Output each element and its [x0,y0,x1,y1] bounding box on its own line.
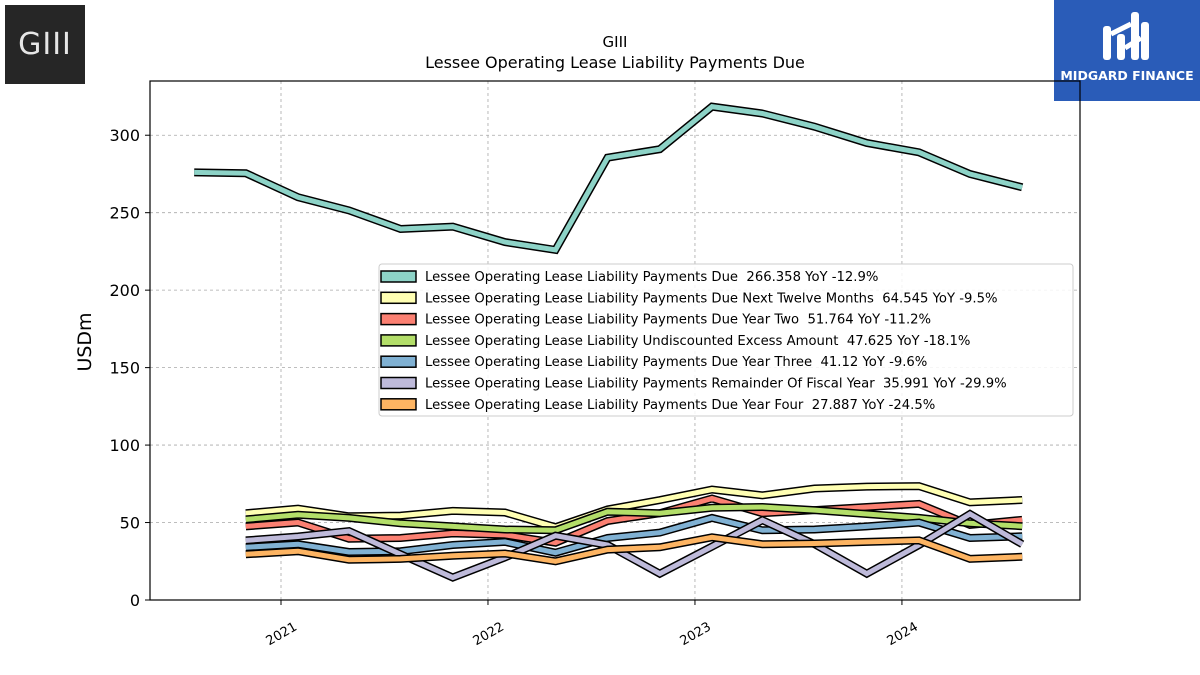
series-group [194,102,1025,582]
legend-label: Lessee Operating Lease Liability Payment… [425,398,935,413]
series-1-line [194,103,1023,253]
y-tick-label: 50 [120,514,140,533]
series-1 [194,102,1024,255]
series-7-line [245,534,1023,564]
legend-swatch [380,334,417,347]
x-tick-label: 2024 [885,620,921,650]
brand-logo-icon [1103,12,1149,60]
x-tick-label: 2022 [471,620,507,650]
legend-swatch [380,270,417,283]
legend-label: Lessee Operating Lease Liability Payment… [425,291,998,306]
x-tick-label: 2023 [678,620,714,650]
series-7 [245,533,1023,566]
chart-company: GIII [603,33,628,51]
series-5-line [245,515,1023,556]
y-tick-label: 0 [130,591,140,610]
legend-swatch [380,398,417,411]
brand-logo: MIDGARD FINANCE [1054,0,1200,101]
y-tick-label: 300 [109,126,140,145]
series-1-outline [194,102,1024,255]
y-tick-label: 200 [109,281,140,300]
x-tick-label: 2021 [264,620,300,650]
legend-label: Lessee Operating Lease Liability Payment… [425,270,878,285]
legend-label: Lessee Operating Lease Liability Payment… [425,355,927,370]
legend: Lessee Operating Lease Liability Payment… [378,263,1074,417]
legend-swatch [380,291,417,305]
series-4-line [245,504,1023,533]
legend-label: Lessee Operating Lease Liability Payment… [425,377,1007,392]
y-tick-label: 150 [109,359,140,378]
company-logo: GIII [5,5,85,84]
series-2-line [245,483,1023,530]
chart-title: Lessee Operating Lease Liability Payment… [425,53,805,72]
series-6 [245,509,1025,582]
series-2 [245,482,1023,532]
y-tick-label: 250 [109,204,140,223]
legend-label: Lessee Operating Lease Liability Undisco… [425,334,970,349]
legend-label: Lessee Operating Lease Liability Payment… [425,313,931,328]
brand-logo-text: MIDGARD FINANCE [1060,68,1194,83]
legend-swatch [380,312,417,326]
series-4 [245,502,1023,535]
legend-swatch [380,376,417,390]
plot-frame [149,80,1081,601]
series-6-line [245,511,1024,581]
legend-box [378,263,1074,417]
y-tick-label: 100 [109,436,140,455]
y-axis-label: USDm [74,312,96,371]
series-5 [245,513,1023,557]
company-logo-text: GIII [18,27,72,62]
legend-swatch [380,355,417,368]
